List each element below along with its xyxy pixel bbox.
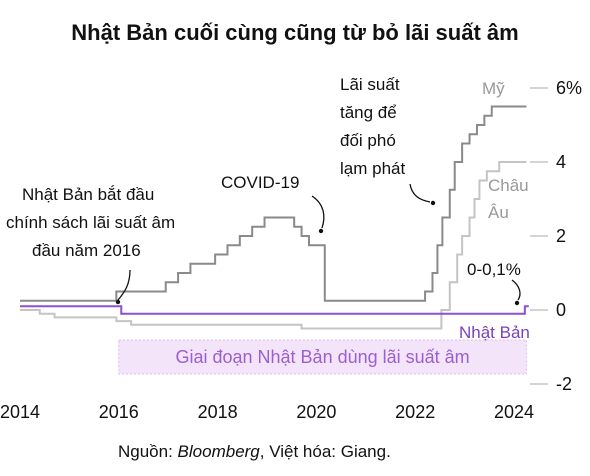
annotation-us-hike-line1: Lãi suất xyxy=(340,75,400,94)
y-tick-label: 2 xyxy=(556,226,566,246)
arrow-covid-head xyxy=(318,228,324,234)
x-tick-label: 2014 xyxy=(0,402,40,422)
x-tick-label: 2018 xyxy=(198,402,238,422)
source-name: Bloomberg xyxy=(178,442,261,461)
annotation-japan-start-line1: Nhật Bản bắt đầu xyxy=(22,185,154,204)
annotation-arrows xyxy=(115,183,521,306)
negative-rate-band: Giai đoạn Nhật Bản dùng lãi suất âm xyxy=(118,339,527,375)
y-tick-label: 0 xyxy=(556,300,566,320)
negative-rate-band-label: Giai đoạn Nhật Bản dùng lãi suất âm xyxy=(175,347,469,367)
source-suffix: , Việt hóa: Giang. xyxy=(260,442,391,461)
negative-rate-band-rect xyxy=(118,339,527,375)
y-tick-label: 4 xyxy=(556,152,566,172)
annotation-us-hike: Lãi suất tăng để đối phó lạm phát xyxy=(340,75,405,178)
arrow-japan-start xyxy=(117,269,131,301)
y-tick-label: 6% xyxy=(556,78,582,98)
source-prefix: Nguồn: xyxy=(118,442,178,461)
arrow-covid xyxy=(311,195,325,229)
series-lines xyxy=(20,105,529,330)
arrow-japan-now-head xyxy=(514,300,520,306)
annotation-japan-start-line3: đầu năm 2016 xyxy=(32,241,141,260)
arrow-us-hike xyxy=(409,183,431,203)
series-label-japan: Nhật Bản xyxy=(459,323,530,342)
annotation-japan-now: 0-0,1% xyxy=(467,260,521,279)
series-label-eu: Châu xyxy=(488,176,529,195)
source-note: Nguồn: Bloomberg, Việt hóa: Giang. xyxy=(118,442,391,461)
annotation-japan-start-line2: chính sách lãi suất âm xyxy=(6,213,175,232)
y-tick-label: -2 xyxy=(556,374,572,394)
x-tick-label: 2020 xyxy=(296,402,336,422)
arrow-japan-now xyxy=(511,279,521,301)
series-line-us xyxy=(20,105,527,302)
series-label-us: Mỹ xyxy=(482,79,505,98)
annotation-covid: COVID-19 xyxy=(221,173,299,192)
annotation-japan-start: Nhật Bản bắt đầu chính sách lãi suất âm … xyxy=(6,185,175,260)
series-line-eu xyxy=(20,161,527,330)
series-line-japan xyxy=(20,305,529,315)
arrow-japan-start-head xyxy=(115,299,121,305)
annotation-us-hike-line4: lạm phát xyxy=(340,159,405,178)
y-axis-ticks: 6% 4 2 0 -2 2014 2016 2018 2020 2022 2024 xyxy=(0,78,582,422)
x-tick-label: 2016 xyxy=(99,402,139,422)
series-label-eu-line2: Âu xyxy=(488,203,509,222)
arrow-us-hike-head xyxy=(430,200,436,206)
x-tick-label: 2024 xyxy=(494,402,534,422)
chart-title: Nhật Bản cuối cùng cũng từ bỏ lãi suất â… xyxy=(71,20,518,45)
annotation-us-hike-line2: tăng để xyxy=(340,103,397,122)
annotation-us-hike-line3: đối phó xyxy=(340,131,396,150)
x-tick-label: 2022 xyxy=(395,402,435,422)
